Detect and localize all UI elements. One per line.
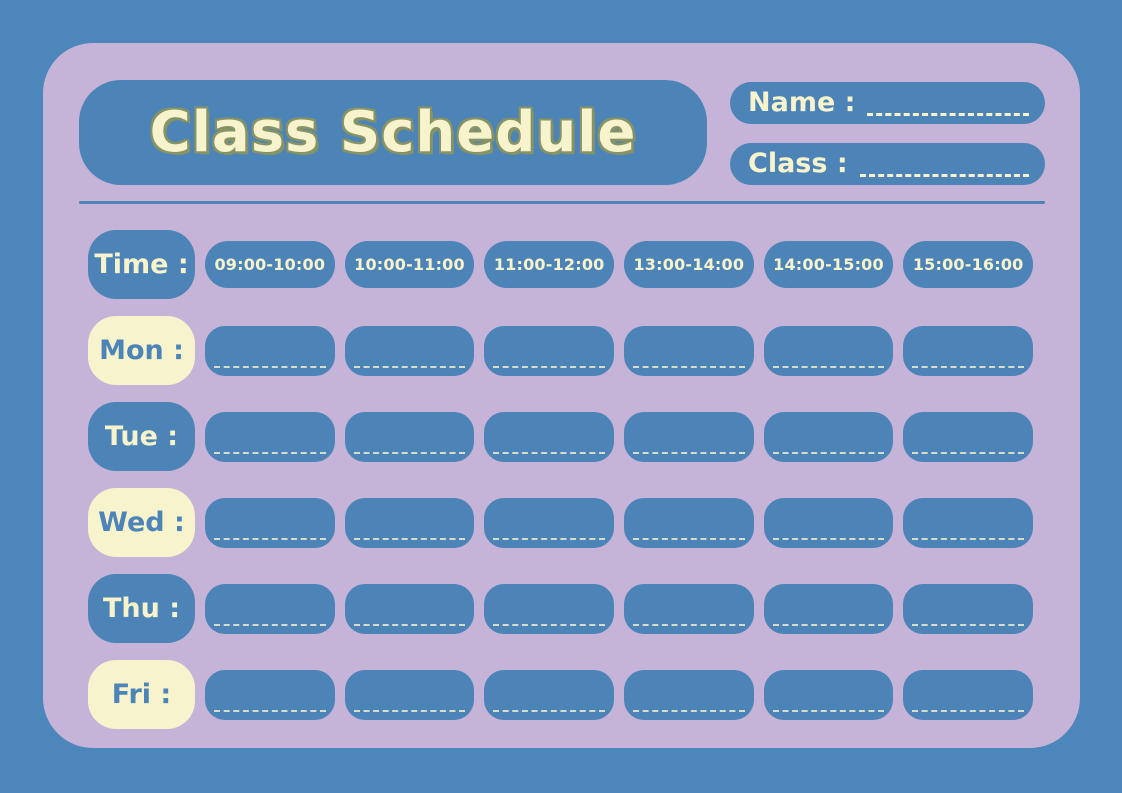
name-label: Name : xyxy=(748,87,856,118)
cell-writing-line xyxy=(912,623,1024,626)
time-label: Time : xyxy=(88,230,195,299)
schedule-cell-wed-3[interactable] xyxy=(484,497,614,548)
day-label-mon: Mon : xyxy=(88,316,195,385)
cell-writing-line xyxy=(493,365,605,368)
cell-writing-line xyxy=(214,451,326,454)
schedule-cell-thu-4[interactable] xyxy=(624,583,754,634)
cell-writing-line xyxy=(772,365,885,368)
header-divider xyxy=(79,201,1045,204)
schedule-cell-wed-6[interactable] xyxy=(903,497,1033,548)
schedule-cell-fri-4[interactable] xyxy=(624,669,754,720)
schedule-cell-thu-1[interactable] xyxy=(205,583,335,634)
cell-writing-line xyxy=(493,537,605,540)
cell-writing-line xyxy=(493,623,605,626)
schedule-cell-wed-1[interactable] xyxy=(205,497,335,548)
schedule-cell-tue-5[interactable] xyxy=(763,411,894,462)
schedule-cell-tue-4[interactable] xyxy=(624,411,754,462)
time-slot-2: 10:00-11:00 xyxy=(344,241,475,288)
day-label-tue: Tue : xyxy=(88,402,195,471)
time-slot-4: 13:00-14:00 xyxy=(624,241,754,288)
cell-writing-line xyxy=(214,537,326,540)
schedule-cell-tue-2[interactable] xyxy=(344,411,475,462)
schedule-cell-mon-2[interactable] xyxy=(344,325,475,376)
cell-writing-line xyxy=(633,623,745,626)
cell-writing-line xyxy=(912,537,1024,540)
schedule-grid: Time :09:00-10:00 10:00-11:00 11:00-12:00 1… xyxy=(88,230,1033,729)
cell-writing-line xyxy=(633,537,745,540)
cell-writing-line xyxy=(214,365,326,368)
cell-writing-line xyxy=(912,451,1024,454)
cell-writing-line xyxy=(493,709,605,712)
cell-writing-line xyxy=(772,709,885,712)
cell-writing-line xyxy=(353,537,466,540)
title-box: Class Schedule xyxy=(79,80,707,185)
cell-writing-line xyxy=(214,709,326,712)
cell-writing-line xyxy=(353,451,466,454)
schedule-cell-mon-3[interactable] xyxy=(484,325,614,376)
name-writing-line[interactable] xyxy=(867,113,1029,116)
schedule-cell-fri-5[interactable] xyxy=(763,669,894,720)
schedule-cell-thu-5[interactable] xyxy=(763,583,894,634)
schedule-cell-wed-5[interactable] xyxy=(763,497,894,548)
class-writing-line[interactable] xyxy=(859,174,1029,177)
cell-writing-line xyxy=(772,537,885,540)
cell-writing-line xyxy=(353,623,466,626)
day-label-wed: Wed : xyxy=(88,488,195,557)
schedule-cell-mon-5[interactable] xyxy=(763,325,894,376)
schedule-cell-thu-6[interactable] xyxy=(903,583,1033,634)
time-slot-5: 14:00-15:00 xyxy=(763,241,894,288)
schedule-cell-wed-4[interactable] xyxy=(624,497,754,548)
cell-writing-line xyxy=(633,451,745,454)
cell-writing-line xyxy=(633,709,745,712)
class-label: Class : xyxy=(748,148,848,179)
day-label-fri: Fri : xyxy=(88,660,195,729)
cell-writing-line xyxy=(353,709,466,712)
cell-writing-line xyxy=(493,451,605,454)
schedule-cell-mon-4[interactable] xyxy=(624,325,754,376)
schedule-cell-tue-1[interactable] xyxy=(205,411,335,462)
schedule-cell-wed-2[interactable] xyxy=(344,497,475,548)
schedule-cell-thu-3[interactable] xyxy=(484,583,614,634)
day-label-thu: Thu : xyxy=(88,574,195,643)
schedule-cell-mon-6[interactable] xyxy=(903,325,1033,376)
cell-writing-line xyxy=(353,365,466,368)
schedule-cell-tue-6[interactable] xyxy=(903,411,1033,462)
cell-writing-line xyxy=(214,623,326,626)
schedule-cell-fri-3[interactable] xyxy=(484,669,614,720)
schedule-cell-thu-2[interactable] xyxy=(344,583,475,634)
cell-writing-line xyxy=(633,365,745,368)
schedule-cell-fri-2[interactable] xyxy=(344,669,475,720)
cell-writing-line xyxy=(912,365,1024,368)
cell-writing-line xyxy=(772,451,885,454)
schedule-card: Class Schedule Name : Class : Time :09:0… xyxy=(43,43,1080,748)
name-field[interactable]: Name : xyxy=(730,82,1045,124)
time-slot-6: 15:00-16:00 xyxy=(903,241,1033,288)
cell-writing-line xyxy=(912,709,1024,712)
header: Class Schedule Name : Class : xyxy=(79,80,1045,185)
cell-writing-line xyxy=(772,623,885,626)
schedule-cell-fri-1[interactable] xyxy=(205,669,335,720)
time-slot-3: 11:00-12:00 xyxy=(484,241,614,288)
schedule-cell-mon-1[interactable] xyxy=(205,325,335,376)
schedule-cell-fri-6[interactable] xyxy=(903,669,1033,720)
time-slot-1: 09:00-10:00 xyxy=(205,241,335,288)
page-title: Class Schedule xyxy=(149,100,637,165)
header-fields: Name : Class : xyxy=(730,82,1045,185)
schedule-cell-tue-3[interactable] xyxy=(484,411,614,462)
class-field[interactable]: Class : xyxy=(730,143,1045,185)
